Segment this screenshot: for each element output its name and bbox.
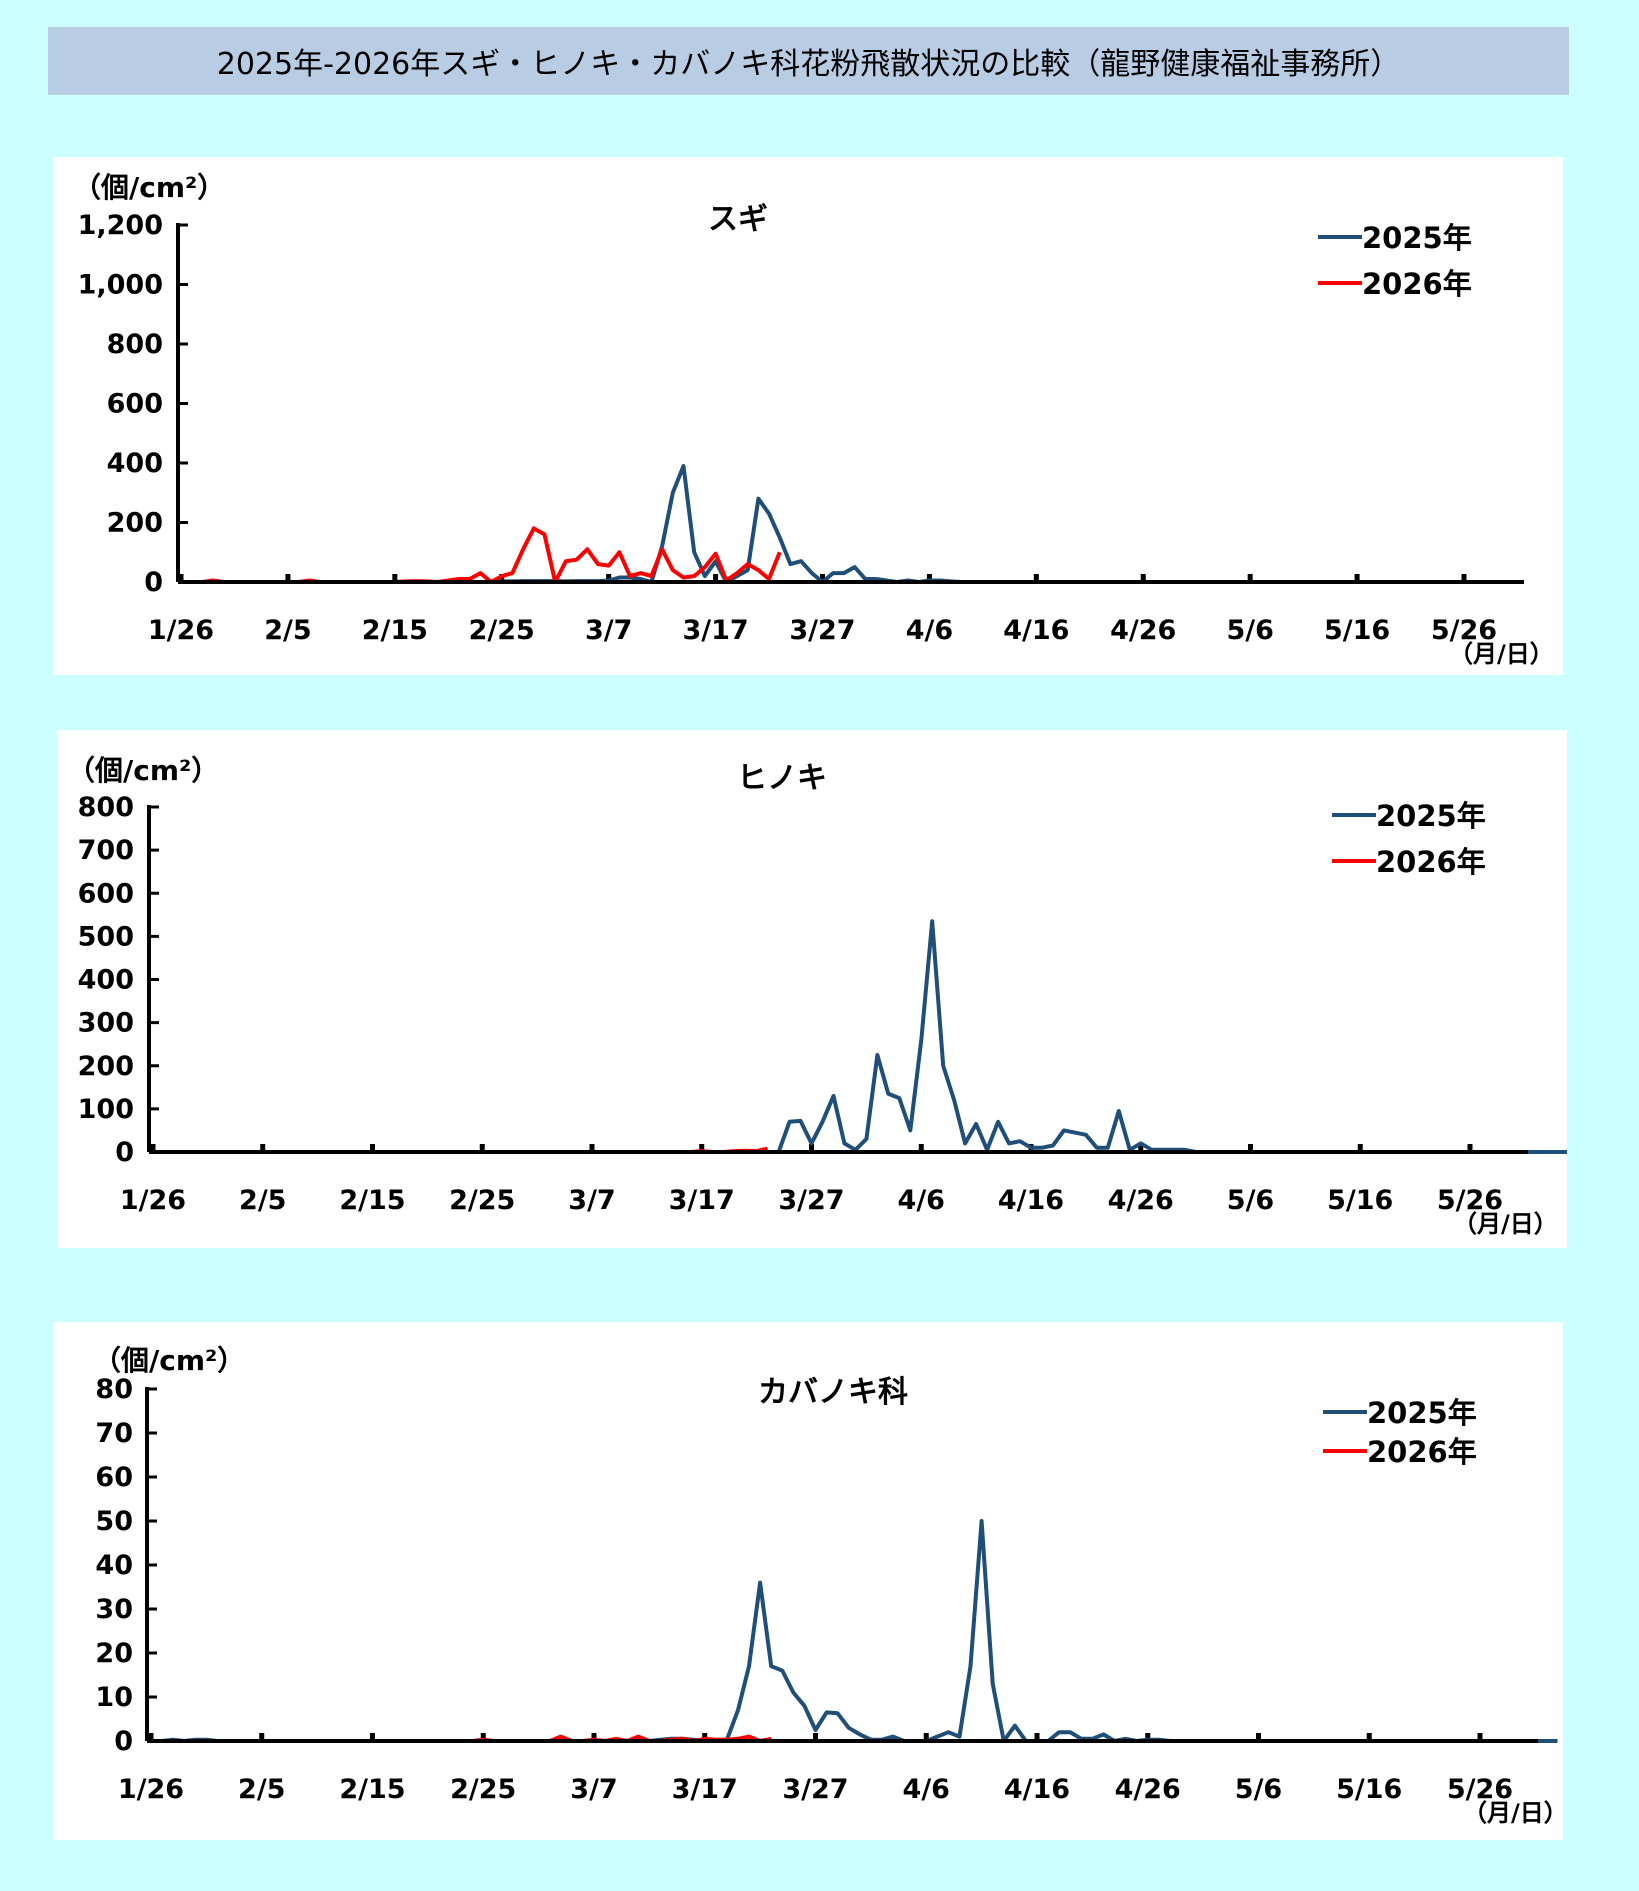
y-tick-label: 0 bbox=[144, 567, 163, 598]
chart-panel-kabanoki: カバノキ科 （個/cm²） （月/日） 0 10 20 30 40 50 60 70 80 1/26 2/… bbox=[53, 1322, 1563, 1840]
title-bar: 2025年-2026年スギ・ヒノキ・カバノキ科花粉飛散状況の比較（龍野健康福祉事… bbox=[48, 27, 1569, 95]
x-tick-label: 4/26 bbox=[1115, 1774, 1181, 1805]
y-tick-label: 50 bbox=[95, 1506, 133, 1537]
x-tick-label: 2/5 bbox=[239, 1185, 286, 1216]
x-axis-unit: （月/日） bbox=[1463, 1799, 1563, 1827]
chart-panel-sugi: スギ （個/cm²） （月/日） 0 200 400 600 800 1,000 1,200 1/2… bbox=[53, 157, 1563, 675]
legend-label: 2026年 bbox=[1362, 267, 1472, 301]
x-tick-label: 1/26 bbox=[118, 1774, 184, 1805]
x-axis-unit: （月/日） bbox=[1449, 640, 1554, 668]
x-tick-label: 2/25 bbox=[450, 1774, 516, 1805]
y-tick-label: 500 bbox=[78, 921, 134, 952]
chart-title: ヒノキ bbox=[737, 761, 827, 796]
x-tick-label: 3/17 bbox=[672, 1774, 738, 1805]
x-tick-label: 2/15 bbox=[339, 1774, 405, 1805]
series-line-2025 bbox=[153, 919, 1567, 1154]
x-tick-label: 4/6 bbox=[903, 1774, 950, 1805]
legend-label: 2025年 bbox=[1376, 799, 1486, 833]
y-axis-unit: （個/cm²） bbox=[73, 171, 225, 204]
y-tick-label: 10 bbox=[95, 1682, 133, 1713]
y-tick-label: 0 bbox=[114, 1726, 133, 1757]
y-tick-label: 400 bbox=[78, 965, 134, 996]
x-tick-label: 2/25 bbox=[449, 1185, 515, 1216]
y-axis-unit: （個/cm²） bbox=[93, 1344, 245, 1377]
chart-hinoki: ヒノキ （個/cm²） （月/日） 0 100 200 300 400 500 600 700 800… bbox=[67, 754, 1567, 1238]
x-tick-label: 5/6 bbox=[1227, 1185, 1274, 1216]
chart-title: スギ bbox=[708, 202, 768, 237]
x-tick-label: 4/26 bbox=[1110, 615, 1176, 646]
x-tick-label: 5/16 bbox=[1327, 1185, 1393, 1216]
page-title: 2025年-2026年スギ・ヒノキ・カバノキ科花粉飛散状況の比較（龍野健康福祉事… bbox=[216, 47, 1401, 82]
x-tick-label: 3/7 bbox=[570, 1774, 617, 1805]
legend-label: 2025年 bbox=[1367, 1396, 1477, 1430]
x-tick-label: 4/16 bbox=[1004, 1774, 1070, 1805]
x-axis-unit: （月/日） bbox=[1453, 1210, 1558, 1238]
chart-kabanoki: カバノキ科 （個/cm²） （月/日） 0 10 20 30 40 50 60 70 80 1/26 2/… bbox=[93, 1344, 1563, 1827]
x-tick-label: 3/17 bbox=[682, 615, 748, 646]
x-tick-label: 3/27 bbox=[782, 1774, 848, 1805]
y-tick-label: 0 bbox=[115, 1137, 134, 1168]
x-tick-label: 4/16 bbox=[1003, 615, 1069, 646]
y-tick-label: 200 bbox=[78, 1051, 134, 1082]
series-line-2025 bbox=[181, 464, 1518, 584]
x-tick-label: 2/25 bbox=[469, 615, 535, 646]
x-tick-label: 4/16 bbox=[998, 1185, 1064, 1216]
x-tick-label: 4/6 bbox=[906, 615, 953, 646]
x-tick-label: 1/26 bbox=[148, 615, 214, 646]
x-tick-label: 4/26 bbox=[1108, 1185, 1174, 1216]
series-line-2026 bbox=[181, 526, 782, 584]
y-tick-label: 40 bbox=[95, 1550, 133, 1581]
y-tick-label: 600 bbox=[107, 389, 163, 420]
legend-label: 2026年 bbox=[1367, 1435, 1477, 1469]
y-tick-label: 700 bbox=[78, 835, 134, 866]
y-tick-label: 20 bbox=[95, 1638, 133, 1669]
y-tick-label: 1,000 bbox=[78, 270, 163, 301]
x-tick-label: 5/26 bbox=[1437, 1185, 1503, 1216]
x-tick-label: 2/5 bbox=[238, 1774, 285, 1805]
x-tick-label: 5/16 bbox=[1324, 615, 1390, 646]
chart-title: カバノキ科 bbox=[758, 1375, 908, 1410]
x-tick-label: 2/15 bbox=[362, 615, 428, 646]
x-tick-label: 5/26 bbox=[1447, 1774, 1513, 1805]
y-tick-label: 400 bbox=[107, 448, 163, 479]
x-tick-label: 3/27 bbox=[778, 1185, 844, 1216]
x-tick-label: 1/26 bbox=[120, 1185, 186, 1216]
y-tick-label: 60 bbox=[95, 1462, 133, 1493]
chart-panel-hinoki: ヒノキ （個/cm²） （月/日） 0 100 200 300 400 500 600 700 800… bbox=[57, 730, 1567, 1248]
x-tick-label: 3/27 bbox=[789, 615, 855, 646]
x-tick-label: 3/7 bbox=[585, 615, 632, 646]
y-tick-label: 80 bbox=[95, 1374, 133, 1405]
y-tick-label: 800 bbox=[78, 792, 134, 823]
x-tick-label: 4/6 bbox=[898, 1185, 945, 1216]
y-tick-label: 800 bbox=[107, 329, 163, 360]
y-tick-label: 30 bbox=[95, 1594, 133, 1625]
y-tick-label: 70 bbox=[95, 1418, 133, 1449]
y-tick-label: 300 bbox=[78, 1008, 134, 1039]
x-tick-label: 2/5 bbox=[264, 615, 311, 646]
x-tick-label: 5/16 bbox=[1336, 1774, 1402, 1805]
x-tick-label: 5/6 bbox=[1226, 615, 1273, 646]
series-line-2025 bbox=[151, 1519, 1558, 1743]
y-tick-label: 1,200 bbox=[78, 210, 163, 241]
y-tick-label: 600 bbox=[78, 878, 134, 909]
y-tick-label: 200 bbox=[107, 508, 163, 539]
legend-label: 2026年 bbox=[1376, 845, 1486, 879]
legend-label: 2025年 bbox=[1362, 221, 1472, 255]
x-tick-label: 5/6 bbox=[1235, 1774, 1282, 1805]
y-tick-label: 100 bbox=[78, 1094, 134, 1125]
x-tick-label: 5/26 bbox=[1431, 615, 1497, 646]
chart-sugi: スギ （個/cm²） （月/日） 0 200 400 600 800 1,000 1,200 1/2… bbox=[73, 171, 1554, 668]
x-tick-label: 2/15 bbox=[339, 1185, 405, 1216]
x-tick-label: 3/17 bbox=[669, 1185, 735, 1216]
y-axis-unit: （個/cm²） bbox=[67, 754, 219, 787]
x-tick-label: 3/7 bbox=[568, 1185, 615, 1216]
